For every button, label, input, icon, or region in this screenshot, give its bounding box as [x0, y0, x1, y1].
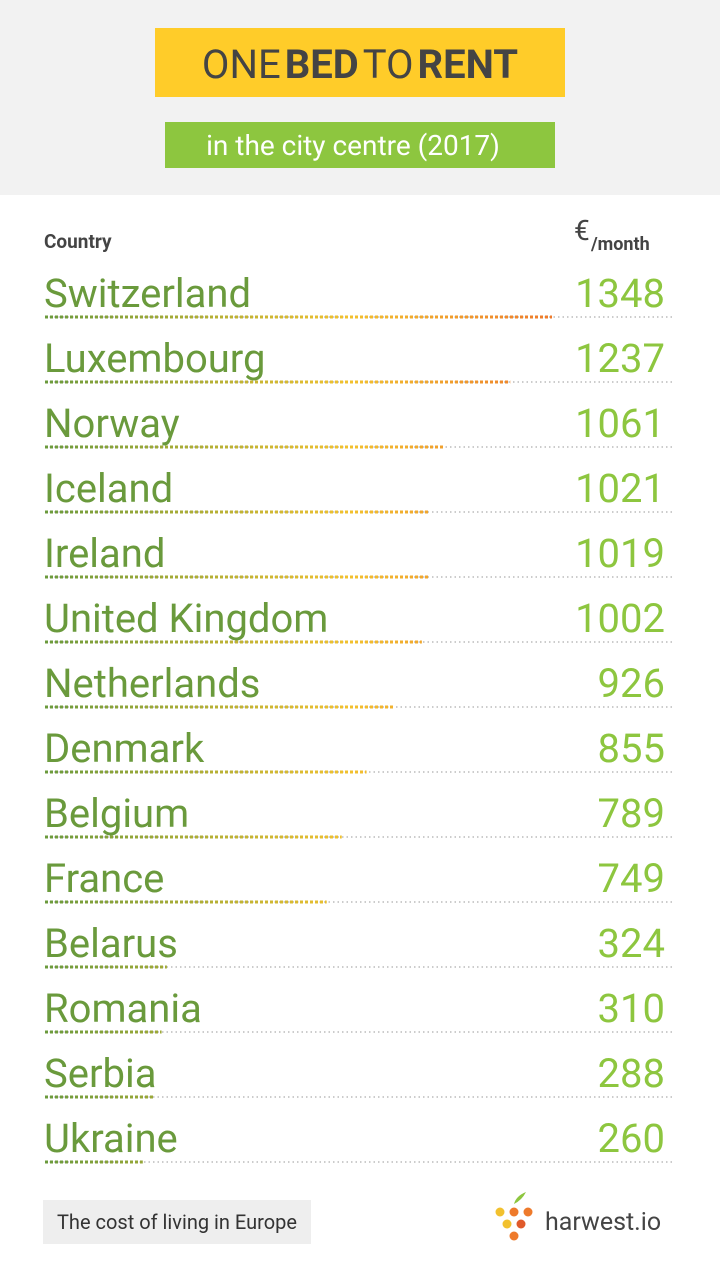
subtitle: in the city centre (2017) — [206, 129, 500, 162]
title-box — [155, 28, 565, 97]
footer-box — [43, 1200, 311, 1244]
country-name: Iceland — [44, 465, 173, 512]
title-word: ONE — [202, 41, 281, 88]
value-label: 926 — [598, 660, 665, 707]
unit-symbol: € — [574, 214, 590, 247]
country-name: France — [44, 855, 164, 902]
value-label: 324 — [598, 920, 665, 967]
value-label: 1061 — [575, 400, 665, 447]
country-name: Ukraine — [44, 1115, 178, 1162]
value-label: 855 — [598, 725, 665, 772]
country-name: Luxembourg — [44, 335, 265, 382]
country-name: Belarus — [44, 920, 178, 967]
title-word: BED — [285, 41, 359, 88]
value-label: 1019 — [575, 530, 665, 577]
value-label: 789 — [598, 790, 665, 837]
country-name: Denmark — [44, 725, 205, 772]
category-header: Country — [44, 230, 112, 253]
country-name: Norway — [44, 400, 180, 447]
title: ONE BED TO RENT — [202, 41, 518, 88]
brand-logo — [495, 1192, 533, 1241]
subtitle-box — [165, 122, 555, 168]
country-name: Romania — [44, 985, 202, 1032]
country-name: Ireland — [44, 530, 165, 577]
value-label: 310 — [598, 985, 665, 1032]
country-name: Serbia — [44, 1050, 156, 1097]
value-label: 1002 — [575, 595, 665, 642]
value-label: 1021 — [575, 465, 665, 512]
value-label: 260 — [598, 1115, 665, 1162]
footer: The cost of living in Europe — [57, 1210, 297, 1234]
brand: harwest.io — [545, 1208, 661, 1237]
country-name: United Kingdom — [44, 595, 328, 642]
value-label: 749 — [598, 855, 665, 902]
value-label: 1348 — [575, 270, 665, 317]
value-label: 1237 — [575, 335, 665, 382]
unit-per: /month — [590, 234, 650, 255]
country-name: Switzerland — [44, 270, 251, 317]
title-word: TO — [363, 41, 414, 88]
value-label: 288 — [598, 1050, 665, 1097]
title-word: RENT — [418, 41, 519, 88]
country-name: Belgium — [44, 790, 189, 837]
country-name: Netherlands — [44, 660, 260, 707]
